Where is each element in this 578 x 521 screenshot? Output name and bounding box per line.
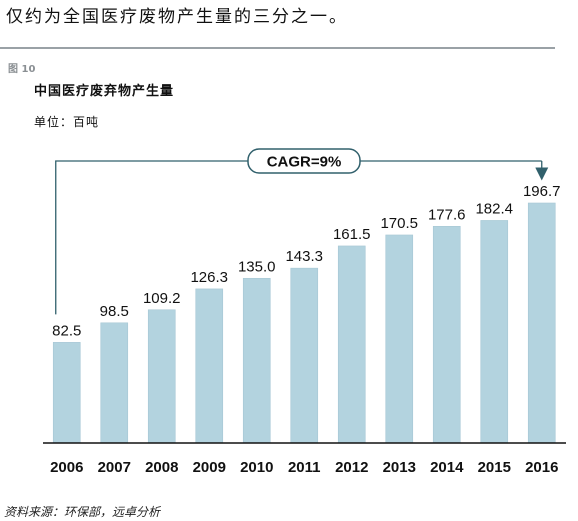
x-tick-2006: 2006	[50, 459, 83, 476]
x-tick-2007: 2007	[98, 459, 131, 476]
cagr-bracket-line	[55, 160, 542, 315]
value-label-2009: 126.3	[190, 269, 228, 286]
bar-2008	[147, 309, 176, 444]
x-tick-2009: 2009	[193, 459, 226, 476]
cagr-label: CAGR=9%	[267, 154, 342, 171]
x-tick-2014: 2014	[430, 459, 464, 476]
value-label-2015: 182.4	[475, 200, 513, 217]
source-note: 资料来源：环保部，远卓分析	[4, 505, 161, 519]
x-tick-2016: 2016	[525, 459, 558, 476]
value-label-2014: 177.6	[428, 206, 466, 223]
figure-label: 图 10	[8, 64, 36, 75]
value-label-2012: 161.5	[333, 226, 371, 243]
bar-2013	[385, 234, 414, 444]
value-label-2011: 143.3	[285, 248, 323, 265]
bar-2012	[337, 245, 366, 444]
value-label-2007: 98.5	[100, 303, 129, 320]
intro-text: 仅约为全国医疗废物产生量的三分之一。	[6, 7, 348, 27]
value-label-2008: 109.2	[143, 290, 181, 307]
value-label-2013: 170.5	[380, 215, 418, 232]
value-label-2016: 196.7	[523, 183, 561, 200]
value-label-2006: 82.5	[52, 322, 81, 339]
top-divider	[0, 47, 555, 49]
unit-label: 单位：百吨	[34, 115, 100, 129]
bar-2009	[195, 288, 224, 444]
bar-2014	[432, 226, 461, 444]
x-tick-2012: 2012	[335, 459, 368, 476]
x-tick-2011: 2011	[288, 459, 321, 476]
x-tick-2015: 2015	[478, 459, 511, 476]
x-tick-2010: 2010	[240, 459, 273, 476]
x-tick-2013: 2013	[383, 459, 416, 476]
cagr-box	[247, 148, 361, 174]
bar-2010	[242, 277, 271, 444]
value-label-2010: 135.0	[238, 258, 276, 275]
x-tick-labels: 2006 2007 2008 2009 2010 2011 2012 2013 2014 2015…	[50, 459, 558, 476]
bar-2016	[527, 202, 556, 444]
bar-2006	[52, 342, 81, 444]
cagr-annotation: CAGR=9%	[55, 148, 549, 315]
bar-2011	[290, 267, 319, 444]
bar-2007	[100, 322, 129, 444]
x-tick-2008: 2008	[145, 459, 178, 476]
bars-layer: 82.5 98.5 109.2 126.3 135.0 143.3 161.5 170.5 17…	[52, 183, 561, 444]
chart-title: 中国医疗废弃物产生量	[34, 84, 175, 99]
bar-2015	[480, 220, 509, 444]
